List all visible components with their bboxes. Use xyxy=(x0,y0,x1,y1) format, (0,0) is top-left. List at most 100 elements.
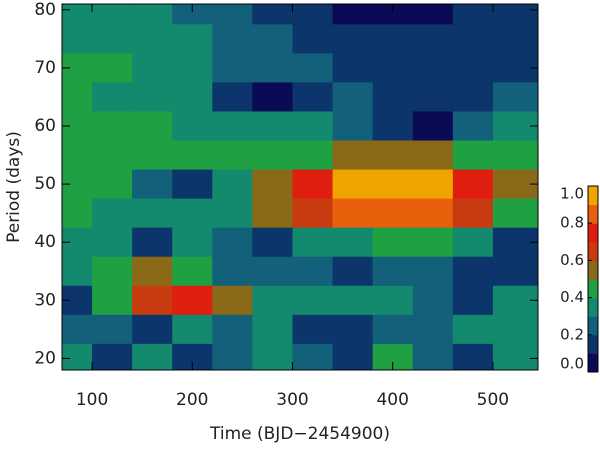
contour-cell xyxy=(92,140,133,171)
contour-cell xyxy=(172,285,213,316)
y-tick-label: 20 xyxy=(34,348,56,368)
contour-cell xyxy=(172,24,213,54)
contour-cell xyxy=(132,227,173,258)
colorbar-tick-label: 0.2 xyxy=(560,325,584,343)
contour-cell xyxy=(372,227,414,258)
contour-cell xyxy=(452,4,494,25)
y-tick-label: 70 xyxy=(34,58,56,78)
contour-cell xyxy=(132,4,173,25)
x-axis-label: Time (BJD−2454900) xyxy=(209,424,390,444)
contour-cell xyxy=(172,111,213,142)
contour-cell xyxy=(252,227,293,258)
contour-cell xyxy=(492,4,539,25)
contour-cell xyxy=(372,111,414,142)
contour-cell xyxy=(412,285,454,316)
contour-cell xyxy=(252,285,293,316)
contour-cell xyxy=(292,227,334,258)
contour-cell xyxy=(292,24,334,54)
contour-cell xyxy=(452,198,494,229)
contour-cell xyxy=(412,256,454,287)
contour-cell xyxy=(172,82,213,112)
contour-cell xyxy=(252,4,293,25)
contour-cell xyxy=(492,82,539,112)
contour-cell xyxy=(212,227,253,258)
contour-cell xyxy=(62,82,93,112)
contour-cell xyxy=(292,4,334,25)
colorbar-swatch xyxy=(588,353,598,373)
colorbar-tick-label: 1.0 xyxy=(560,185,584,203)
contour-cell xyxy=(62,198,93,229)
contour-cell xyxy=(452,24,494,54)
contour-cell xyxy=(132,111,173,142)
contour-cell xyxy=(172,53,213,83)
contour-cell xyxy=(92,285,133,316)
contour-cell xyxy=(62,256,93,287)
contour-cell xyxy=(372,198,414,229)
y-tick-label: 30 xyxy=(34,290,56,310)
contour-cell xyxy=(452,140,494,171)
colorbar-swatch xyxy=(588,334,598,354)
contour-cell xyxy=(172,227,213,258)
contour-cell xyxy=(332,140,374,171)
contour-cell xyxy=(292,53,334,83)
contour-cell xyxy=(172,4,213,25)
contour-cell xyxy=(372,24,414,54)
contour-cell xyxy=(172,256,213,287)
contour-cell xyxy=(212,285,253,316)
colorbar-swatch xyxy=(588,241,598,261)
colorbar-tick-label: 0.8 xyxy=(560,214,584,232)
contour-cell xyxy=(452,285,494,316)
contour-cell xyxy=(332,343,374,371)
contour-cell xyxy=(292,140,334,171)
contour-cell xyxy=(212,343,253,371)
contour-cell xyxy=(252,24,293,54)
contour-cell xyxy=(212,140,253,171)
contour-cell xyxy=(252,256,293,287)
x-tick-label: 200 xyxy=(176,390,208,410)
colorbar-swatch xyxy=(588,186,598,206)
contour-cell xyxy=(332,169,374,200)
contour-cell xyxy=(492,256,539,287)
contour-cell xyxy=(92,4,133,25)
contour-cell xyxy=(372,4,414,25)
contour-cell xyxy=(332,314,374,345)
y-tick-label: 50 xyxy=(34,174,56,194)
contour-cell xyxy=(212,53,253,83)
contour-cell xyxy=(212,314,253,345)
contour-cell xyxy=(252,314,293,345)
contour-cell xyxy=(62,24,93,54)
plot-frame xyxy=(61,3,539,371)
contour-cell xyxy=(412,140,454,171)
contour-cell xyxy=(372,314,414,345)
contour-cell xyxy=(292,343,334,371)
contour-cell xyxy=(332,256,374,287)
contour-cell xyxy=(212,4,253,25)
contour-cell xyxy=(372,82,414,112)
colorbar-swatch xyxy=(588,223,598,243)
colorbar-frame xyxy=(587,185,599,373)
contour-cell xyxy=(252,82,293,112)
contour-cell xyxy=(132,140,173,171)
contour-cell xyxy=(412,169,454,200)
contour-cell xyxy=(92,53,133,83)
contour-cell xyxy=(132,198,173,229)
contour-cell xyxy=(332,227,374,258)
contour-cell xyxy=(452,314,494,345)
contour-cell xyxy=(62,4,93,25)
contour-cell xyxy=(412,343,454,371)
contour-cell xyxy=(212,82,253,112)
y-tick-label: 60 xyxy=(34,116,56,136)
contour-cell xyxy=(92,256,133,287)
contour-cell xyxy=(92,198,133,229)
contour-cell xyxy=(372,169,414,200)
contour-cell xyxy=(292,82,334,112)
contour-cell xyxy=(412,198,454,229)
contour-cell xyxy=(252,343,293,371)
contour-cell xyxy=(452,227,494,258)
colorbar-tick-label: 0.6 xyxy=(560,251,584,269)
contour-cell xyxy=(332,4,374,25)
contour-cell xyxy=(492,198,539,229)
contour-cell xyxy=(212,256,253,287)
contour-cell xyxy=(332,198,374,229)
contour-cell xyxy=(62,343,93,371)
